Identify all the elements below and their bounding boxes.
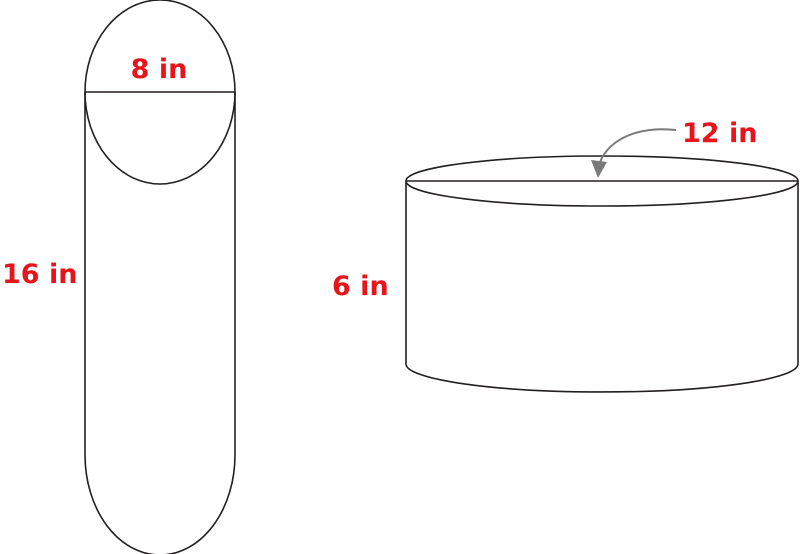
diameter-pointer-arrow [591,128,677,178]
short-cylinder [405,155,799,393]
arrowhead-icon [591,160,607,178]
tall-cylinder [84,0,236,554]
tall-cylinder-body [84,92,236,554]
tall-cylinder-diameter-label: 8 in [131,54,188,85]
tall-cylinder-height-label: 16 in [2,259,77,290]
short-cylinder-diameter-label: 12 in [682,118,757,149]
short-cylinder-height-label: 6 in [332,271,389,302]
short-cylinder-body [405,181,799,393]
